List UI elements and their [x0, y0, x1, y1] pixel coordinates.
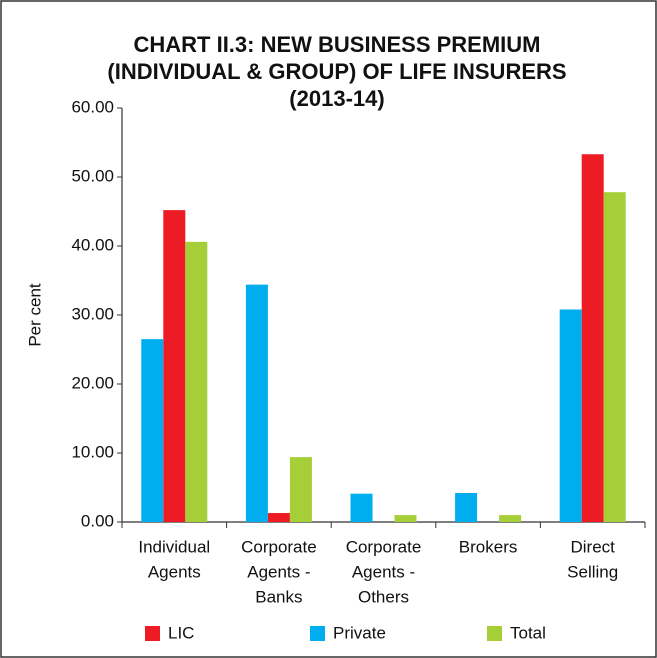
y-axis-label: Per cent — [25, 283, 44, 347]
bar — [603, 192, 626, 522]
bar — [289, 457, 312, 522]
chart-title: (2013-14) — [289, 86, 384, 111]
bar — [581, 154, 604, 523]
bar — [141, 339, 164, 522]
y-tick-label: 30.00 — [71, 304, 114, 323]
y-tick-label: 50.00 — [71, 166, 114, 185]
bar — [455, 493, 478, 522]
chart-title: (INDIVIDUAL & GROUP) OF LIFE INSURERS — [107, 59, 566, 84]
x-tick-label: Agents - — [352, 562, 415, 581]
y-tick-label: 20.00 — [71, 373, 114, 392]
x-tick-label: Corporate — [241, 537, 317, 556]
x-tick-label: Individual — [138, 537, 210, 556]
x-tick-label: Direct — [570, 537, 615, 556]
legend-swatch — [145, 626, 160, 641]
x-tick-label: Brokers — [459, 537, 518, 556]
x-tick-label: Agents - — [247, 562, 310, 581]
legend-label: LIC — [168, 623, 194, 642]
bar — [350, 493, 373, 522]
x-tick-label: Agents — [148, 562, 201, 581]
bar — [559, 309, 582, 522]
legend-label: Private — [333, 623, 386, 642]
x-tick-label: Banks — [255, 587, 302, 606]
x-tick-label: Corporate — [346, 537, 422, 556]
legend-label: Total — [510, 623, 546, 642]
y-tick-label: 10.00 — [71, 442, 114, 461]
y-tick-label: 60.00 — [71, 97, 114, 116]
y-tick-label: 40.00 — [71, 235, 114, 254]
bar — [185, 241, 208, 523]
bar — [245, 284, 268, 522]
bar — [163, 210, 186, 522]
bar — [499, 515, 522, 522]
x-tick-label: Selling — [567, 562, 618, 581]
legend-swatch — [487, 626, 502, 641]
bar — [267, 513, 290, 522]
y-tick-label: 0.00 — [81, 511, 114, 530]
x-tick-label: Others — [358, 587, 409, 606]
legend-swatch — [310, 626, 325, 641]
chart-title: CHART II.3: NEW BUSINESS PREMIUM — [133, 32, 540, 57]
bar — [394, 515, 417, 522]
